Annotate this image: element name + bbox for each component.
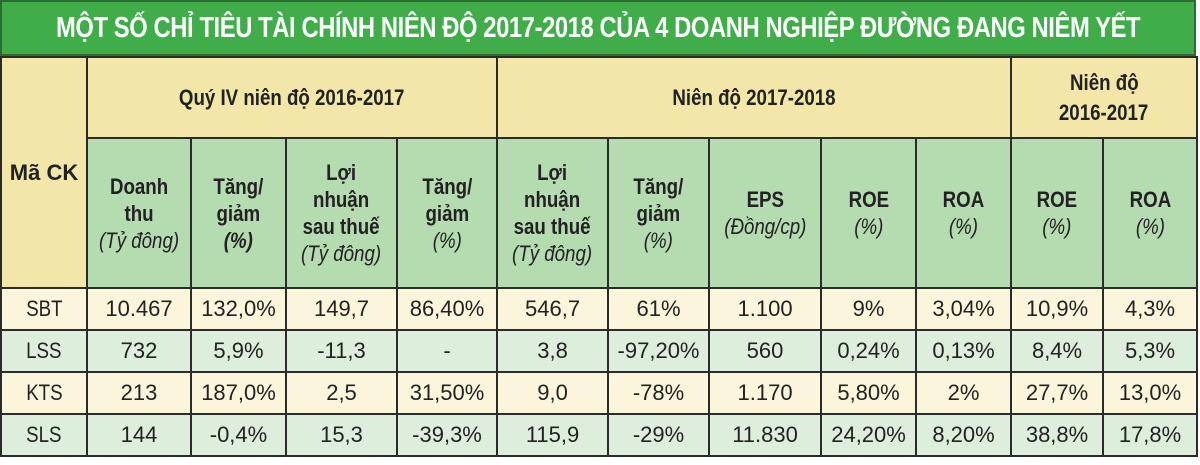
group-header-fy-2016-2017: Niên độ 2016-2017 [1010, 56, 1199, 139]
cell-roa-2017-2018: 0,13% [915, 329, 1013, 373]
cell-q4-profit-change: 86,40% [395, 287, 499, 331]
cell-q4-net-profit: -11,3 [285, 329, 398, 373]
cell-roa-2016-2017: 13,0% [1102, 371, 1199, 415]
cell-roa-2017-2018: 8,20% [915, 413, 1013, 457]
cell-fy-profit-change: 61% [607, 287, 711, 331]
col-header-fy-net-profit: Lợi nhuận sau thuế (Tỷ đông) [496, 137, 610, 289]
table-title: MỘT SỐ CHỈ TIÊU TÀI CHÍNH NIÊN ĐỘ 2017-2… [0, 0, 1196, 56]
table-row-sbt: SBT 10.467 132,0% 149,7 86,40% 546,7 61%… [0, 287, 1199, 331]
table-row-sls: SLS 144 -0,4% 15,3 -39,3% 115,9 -29% 11.… [0, 413, 1199, 457]
cell-fy-net-profit: 546,7 [496, 287, 610, 331]
cell-eps: 11.830 [708, 413, 823, 457]
cell-roe-2017-2018: 0,24% [820, 329, 918, 373]
cell-q4-net-profit: 2,5 [285, 371, 398, 415]
table-row-lss: LSS 732 5,9% -11,3 - 3,8 -97,20% 560 0,2… [0, 329, 1199, 373]
cell-roe-2016-2017: 38,8% [1010, 413, 1105, 457]
cell-roa-2016-2017: 5,3% [1102, 329, 1199, 373]
cell-roe-2016-2017: 8,4% [1010, 329, 1105, 373]
cell-fy-net-profit: 115,9 [496, 413, 610, 457]
col-header-revenue: Doanh thu (Tỷ đông) [86, 137, 192, 289]
group-header-row: Mã CK Quý IV niên độ 2016-2017 Niên độ 2… [0, 56, 1199, 289]
col-header-roa-2017-2018: ROA (%) [915, 137, 1013, 289]
cell-roe-2016-2017: 10,9% [1010, 287, 1105, 331]
col-header-revenue-change: Tăng/giảm (%) [190, 137, 287, 289]
group-header-q4-2016-2017: Quý IV niên độ 2016-2017 [85, 56, 499, 139]
col-header-q4-profit-change: Tăng/giảm (%) [395, 137, 499, 289]
cell-q4-profit-change: -39,3% [395, 413, 499, 457]
code-column-header: Mã CK [0, 56, 88, 289]
cell-q4-profit-change: 31,50% [395, 371, 499, 415]
cell-fy-net-profit: 9,0 [496, 371, 610, 415]
cell-revenue: 732 [86, 329, 192, 373]
row-code: LSS [0, 329, 88, 373]
cell-fy-profit-change: -29% [607, 413, 711, 457]
cell-q4-net-profit: 15,3 [285, 413, 398, 457]
cell-revenue-change: 5,9% [190, 329, 287, 373]
cell-roa-2016-2017: 4,3% [1102, 287, 1199, 331]
col-header-roa-2016-2017: ROA (%) [1102, 137, 1199, 289]
group-header-fy-2017-2018: Niên độ 2017-2018 [496, 56, 1013, 139]
cell-eps: 560 [708, 329, 823, 373]
col-header-roe-2017-2018: ROE (%) [820, 137, 918, 289]
cell-revenue-change: 132,0% [190, 287, 287, 331]
col-header-q4-net-profit: Lợi nhuận sau thuế (Tỷ đông) [285, 137, 398, 289]
sub-header-row: Doanh thu (Tỷ đông) Tăng/giảm (%) Lợi nhuận s… [1, 137, 1199, 289]
cell-q4-profit-change: - [395, 329, 499, 373]
cell-roa-2017-2018: 2% [915, 371, 1013, 415]
cell-fy-net-profit: 3,8 [496, 329, 610, 373]
col-header-eps: EPS (Đồng/cp) [708, 137, 823, 289]
cell-roe-2017-2018: 24,20% [820, 413, 918, 457]
cell-q4-net-profit: 149,7 [285, 287, 398, 331]
cell-revenue-change: -0,4% [190, 413, 287, 457]
cell-revenue: 213 [86, 371, 192, 415]
cell-roa-2016-2017: 17,8% [1102, 413, 1199, 457]
col-header-fy-profit-change: Tăng/giảm (%) [607, 137, 711, 289]
cell-roe-2017-2018: 9% [820, 287, 918, 331]
col-header-roe-2016-2017: ROE (%) [1010, 137, 1105, 289]
cell-revenue-change: 187,0% [190, 371, 287, 415]
cell-roe-2016-2017: 27,7% [1010, 371, 1105, 415]
cell-roe-2017-2018: 5,80% [820, 371, 918, 415]
cell-roa-2017-2018: 3,04% [915, 287, 1013, 331]
row-code: KTS [0, 371, 88, 415]
cell-fy-profit-change: -97,20% [607, 329, 711, 373]
table-title-text: MỘT SỐ CHỈ TIÊU TÀI CHÍNH NIÊN ĐỘ 2017-2… [55, 11, 1141, 44]
cell-revenue: 144 [86, 413, 192, 457]
table-row-kts: KTS 213 187,0% 2,5 31,50% 9,0 -78% 1.170… [0, 371, 1199, 415]
row-code: SBT [0, 287, 88, 331]
cell-eps: 1.100 [708, 287, 823, 331]
financial-indicators-table: Mã CK Quý IV niên độ 2016-2017 Niên độ 2… [0, 56, 1199, 457]
cell-fy-profit-change: -78% [607, 371, 711, 415]
cell-eps: 1.170 [708, 371, 823, 415]
row-code: SLS [0, 413, 88, 457]
cell-revenue: 10.467 [86, 287, 192, 331]
